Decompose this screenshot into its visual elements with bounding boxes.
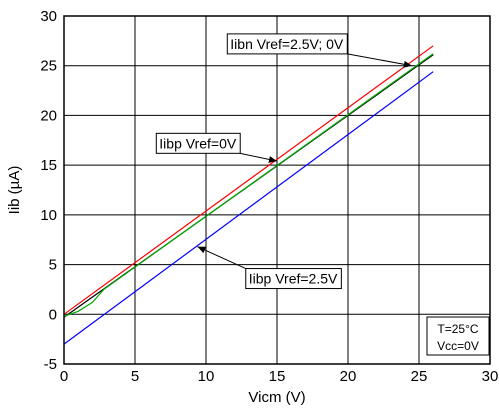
- annotation-box: [155, 132, 241, 154]
- y-tick-label: 30: [40, 8, 57, 25]
- annotation-ibp0: Iibp Vref=0V: [155, 132, 278, 163]
- y-tick-label: 10: [40, 207, 57, 224]
- condition-temperature: T=25°C: [437, 322, 478, 336]
- series-group: [63, 45, 434, 345]
- series-line-ibp0: [63, 45, 434, 315]
- annotation-ibn: Iibn Vref=2.5V; 0V: [226, 33, 412, 68]
- annotation-label: Iibp Vref=0V: [159, 135, 237, 151]
- annotation-label: Iibn Vref=2.5V; 0V: [230, 36, 344, 52]
- series-line-ibp25: [63, 71, 434, 345]
- x-axis-label: Vicm (V): [248, 389, 305, 406]
- y-tick-label: -5: [44, 356, 57, 373]
- annotation-arrowhead: [403, 60, 412, 68]
- annotation-arrowhead: [268, 156, 277, 163]
- annotation-box: [245, 268, 342, 290]
- y-tick-label: 0: [49, 306, 57, 323]
- x-tick-label: 30: [482, 368, 499, 385]
- x-tick-label: 20: [340, 368, 357, 385]
- x-tick-label: 25: [411, 368, 428, 385]
- x-tick-label: 15: [269, 368, 286, 385]
- conditions-box-frame: [426, 316, 490, 356]
- annotation-leader: [197, 246, 246, 270]
- annotation-box: [226, 33, 348, 55]
- annotations: Iibn Vref=2.5V; 0V Iibp Vref=0V Iibp Vref=…: [155, 33, 412, 290]
- series-line-ibpm: [63, 53, 434, 317]
- y-axis-label: Iib (µA): [6, 166, 23, 215]
- y-tick-label: 25: [40, 58, 57, 75]
- annotation-leader: [347, 53, 412, 67]
- annotation-ibp25: Iibp Vref=2.5V: [197, 246, 342, 290]
- x-tick-label: 5: [131, 368, 139, 385]
- x-tick-label: 0: [60, 368, 68, 385]
- y-tick-label: 20: [40, 107, 57, 124]
- annotation-label: Iibp Vref=2.5V: [249, 271, 338, 287]
- conditions-box: T=25°C Vcc=0V: [426, 316, 490, 356]
- condition-vcc: Vcc=0V: [437, 339, 479, 353]
- grid: [63, 15, 491, 365]
- y-tick-label: 5: [49, 257, 57, 274]
- x-tick-label: 10: [198, 368, 215, 385]
- plot-frame: [63, 15, 491, 365]
- annotation-arrowhead: [197, 246, 207, 254]
- y-tick-label: 15: [40, 157, 57, 174]
